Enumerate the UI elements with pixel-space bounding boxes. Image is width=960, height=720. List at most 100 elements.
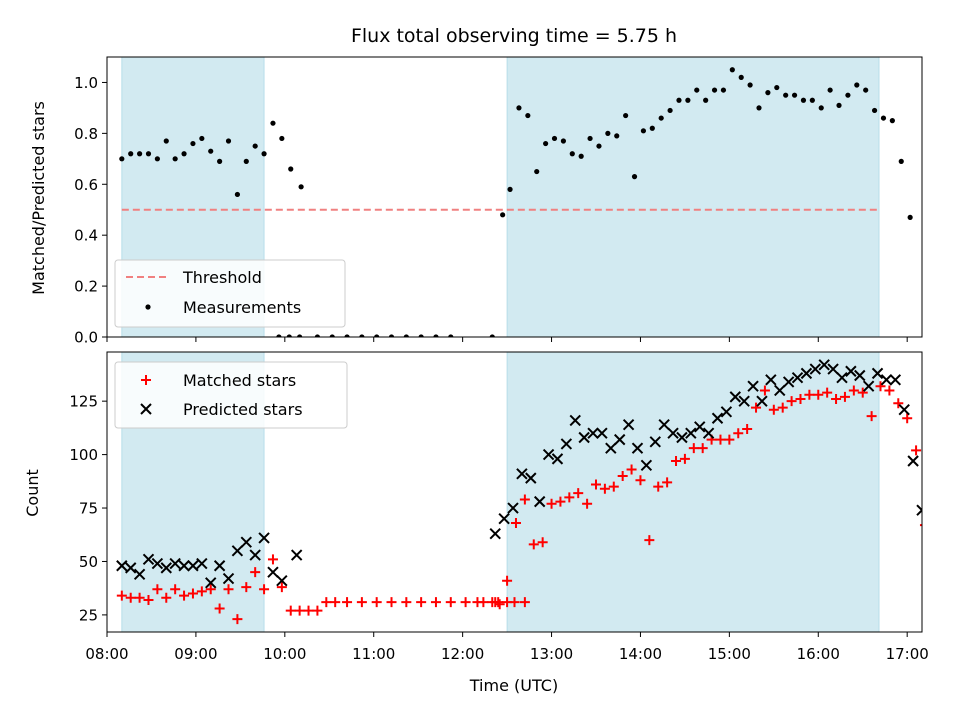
predicted-stars-point [898, 404, 910, 416]
measurements-point [145, 151, 152, 157]
top-shaded-interval [506, 57, 880, 337]
matched-stars-point [635, 475, 646, 486]
matched-stars-point [644, 535, 655, 546]
top-panel: 0.0 0.2 0.4 0.6 0.8 1.0 Threshold Measurements [74, 56, 923, 347]
predicted-stars-point [160, 562, 172, 574]
measurements-point [137, 151, 143, 157]
matched-stars-point [839, 391, 850, 402]
predicted-stars-point [720, 406, 733, 418]
measurements-point [685, 97, 691, 103]
matched-stars-point [884, 385, 895, 396]
measurements-point [694, 87, 700, 93]
x-tick-label: 08:00 [85, 645, 128, 663]
matched-stars-point [564, 492, 575, 503]
matched-stars-point [768, 404, 779, 415]
measurements-point [791, 92, 798, 98]
measurements-point [208, 148, 214, 154]
matched-stars-point [430, 597, 441, 608]
matched-stars-point [751, 402, 762, 413]
matched-stars-point [276, 582, 287, 593]
predicted-stars-point [596, 427, 608, 439]
matched-stars-point [259, 584, 270, 595]
measurements-point [907, 214, 913, 220]
matched-stars-point [679, 453, 690, 464]
top-y-axis-label: Matched/Predicted stars [29, 101, 48, 295]
measurements-point [836, 102, 842, 108]
measurements-point [871, 107, 878, 114]
measurements-point [329, 334, 335, 337]
measurements-point [800, 97, 807, 103]
predicted-stars-point [791, 371, 804, 384]
legend-measurements-swatch [145, 304, 151, 310]
measurements-point [729, 67, 735, 73]
matched-stars-point [848, 385, 859, 396]
predicted-stars-point [676, 431, 688, 444]
bottom-legend: Matched stars Predicted stars [114, 361, 348, 429]
measurements-point [614, 133, 620, 139]
matched-stars-point [170, 584, 181, 595]
matched-stars-point [875, 381, 886, 392]
predicted-stars-point [116, 560, 128, 572]
measurements-point [418, 334, 424, 337]
measurements-point [578, 153, 584, 159]
predicted-stars-point [649, 436, 661, 448]
top-y-tick-label: 1.0 [74, 74, 98, 92]
predicted-stars-point [694, 421, 706, 433]
matched-stars-point [267, 554, 278, 565]
matched-stars-point [608, 481, 619, 492]
predicted-stars-point [290, 549, 303, 561]
x-tick-label: 13:00 [530, 645, 573, 663]
top-chart-title: Flux total observing time = 5.75 h [351, 25, 677, 47]
legend-measurements-label: Measurements [183, 298, 301, 317]
predicted-stars-point [258, 532, 270, 544]
bottom-y-tick-label: 50 [79, 553, 98, 571]
matched-stars-point [478, 597, 489, 608]
predicted-stars-point [231, 545, 244, 557]
measurements-point [747, 82, 753, 88]
measurements-point [560, 138, 567, 144]
measurements-point [551, 135, 558, 142]
predicted-stars-point [125, 562, 137, 574]
matched-stars-point [724, 434, 735, 445]
measurements-point [587, 135, 593, 142]
matched-stars-point [528, 539, 539, 550]
predicted-stars-point [276, 574, 288, 587]
measurements-point [809, 97, 815, 103]
predicted-stars-point [756, 395, 768, 407]
matched-stars-point [617, 470, 628, 481]
matched-stars-point [831, 394, 842, 405]
predicted-stars-point [551, 453, 564, 465]
matched-stars-point [822, 387, 833, 398]
measurements-point [298, 184, 304, 190]
top-axes-frame [106, 56, 923, 338]
matched-stars-point [804, 389, 815, 400]
predicted-stars-point [845, 365, 857, 377]
measurements-point [252, 143, 258, 149]
predicted-stars-point [871, 367, 884, 380]
measurements-point [516, 105, 522, 111]
predicted-stars-point [711, 412, 724, 424]
measurements-point [243, 158, 249, 164]
matched-stars-point [312, 605, 323, 616]
measurements-point [288, 166, 294, 172]
matched-stars-point [697, 443, 708, 454]
predicted-stars-point [862, 380, 875, 392]
measurements-point [880, 115, 887, 121]
matched-stars-point [330, 597, 341, 608]
x-tick-label: 11:00 [352, 645, 395, 663]
predicted-stars-point [525, 472, 537, 484]
matched-stars-point [715, 434, 726, 445]
matched-stars-point [555, 496, 566, 507]
predicted-stars-point [133, 568, 146, 580]
matched-stars-point [179, 590, 190, 601]
predicted-stars-point [569, 414, 581, 427]
measurements-point [711, 87, 718, 93]
matched-stars-point [893, 398, 904, 409]
measurements-point [128, 151, 134, 157]
matched-stars-point [688, 443, 699, 454]
measurements-point [374, 334, 380, 337]
legend-box [114, 259, 346, 328]
measurements-point [756, 105, 762, 111]
predicted-stars-point [489, 527, 501, 540]
